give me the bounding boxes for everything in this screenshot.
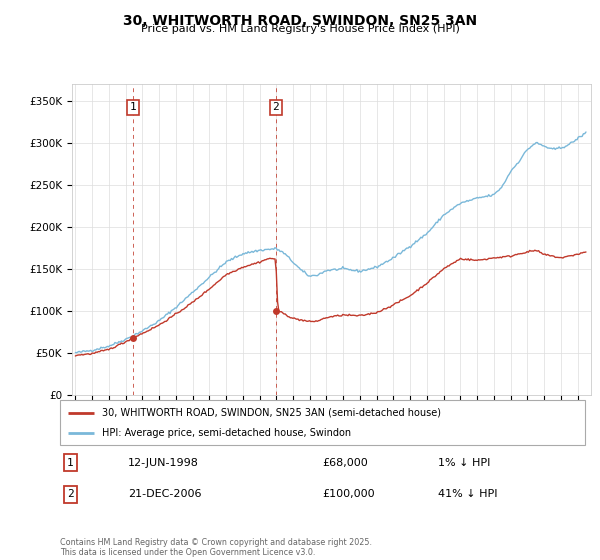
Text: 2: 2 bbox=[272, 102, 279, 113]
Text: 1% ↓ HPI: 1% ↓ HPI bbox=[438, 458, 490, 468]
Text: £68,000: £68,000 bbox=[323, 458, 368, 468]
Text: 1: 1 bbox=[67, 458, 74, 468]
Text: 30, WHITWORTH ROAD, SWINDON, SN25 3AN: 30, WHITWORTH ROAD, SWINDON, SN25 3AN bbox=[123, 14, 477, 28]
Text: 21-DEC-2006: 21-DEC-2006 bbox=[128, 489, 202, 500]
Text: 41% ↓ HPI: 41% ↓ HPI bbox=[438, 489, 497, 500]
Text: HPI: Average price, semi-detached house, Swindon: HPI: Average price, semi-detached house,… bbox=[102, 428, 351, 438]
Text: Price paid vs. HM Land Registry's House Price Index (HPI): Price paid vs. HM Land Registry's House … bbox=[140, 24, 460, 34]
Text: 12-JUN-1998: 12-JUN-1998 bbox=[128, 458, 199, 468]
Text: 1: 1 bbox=[130, 102, 136, 113]
Text: 30, WHITWORTH ROAD, SWINDON, SN25 3AN (semi-detached house): 30, WHITWORTH ROAD, SWINDON, SN25 3AN (s… bbox=[102, 408, 441, 418]
Text: Contains HM Land Registry data © Crown copyright and database right 2025.
This d: Contains HM Land Registry data © Crown c… bbox=[60, 538, 372, 557]
Text: 2: 2 bbox=[67, 489, 74, 500]
Text: £100,000: £100,000 bbox=[323, 489, 375, 500]
